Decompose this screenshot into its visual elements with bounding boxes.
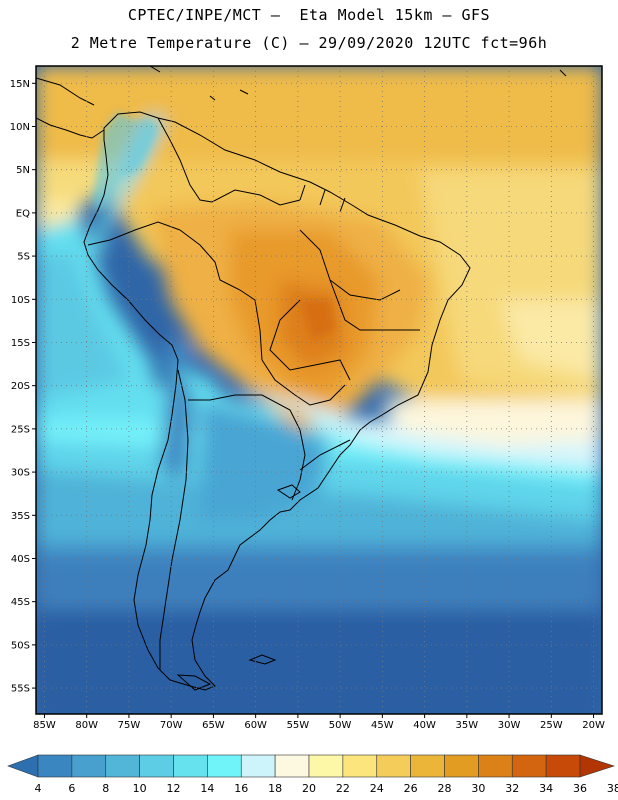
lon-tick-label: 80W — [75, 720, 98, 731]
colorbar-label: 8 — [102, 782, 110, 795]
lat-tick-label: 20S — [11, 381, 30, 392]
colorbar-label: 32 — [505, 782, 520, 795]
lon-tick-label: 60W — [244, 720, 267, 731]
colombia-venezuela-border — [157, 117, 213, 203]
south-america-coastline — [83, 111, 471, 691]
colorbar-swatch — [478, 754, 513, 778]
colorbar-swatch — [71, 754, 107, 778]
lat-tick-label: 45S — [11, 597, 30, 608]
coastline-borders — [36, 66, 567, 691]
colorbar-label: 34 — [539, 782, 554, 795]
colorbar-swatch — [173, 754, 208, 778]
colorbar-swatch — [274, 754, 310, 778]
colorbar-label: 18 — [268, 782, 283, 795]
colorbar-swatch — [207, 754, 242, 778]
graticule — [36, 66, 602, 714]
lon-tick-label: 85W — [33, 720, 56, 731]
colorbar-swatch — [308, 754, 344, 778]
venezuela-brazil-border — [211, 189, 301, 206]
bolivia-paraguay — [261, 359, 346, 406]
colorbar-label: 6 — [68, 782, 76, 795]
argentina-bolivia — [188, 394, 301, 431]
peru-ecuador-border — [87, 221, 181, 246]
colorbar-label: 38 — [606, 782, 618, 795]
lon-tick-label: 70W — [160, 720, 183, 731]
lon-tick-label: 50W — [329, 720, 352, 731]
lat-tick-label: 55S — [11, 684, 30, 695]
chile-argentina — [159, 369, 189, 670]
colorbar-label: 22 — [335, 782, 350, 795]
lon-tick-label: 40W — [413, 720, 436, 731]
colorbar-arrow-high — [579, 754, 615, 778]
argentina-uruguay — [291, 429, 306, 501]
caribbean-islands — [149, 66, 567, 101]
central-america-coast — [36, 117, 105, 139]
lon-tick-label: 65W — [202, 720, 225, 731]
rio-de-la-plata — [276, 484, 301, 499]
colorbar-label: 4 — [34, 782, 42, 795]
lat-tick-label: 5S — [17, 252, 30, 263]
colorbar-swatch — [410, 754, 445, 778]
colorbar-swatch — [105, 754, 140, 778]
lat-tick-label: 15S — [11, 338, 30, 349]
colorbar-label: 36 — [573, 782, 587, 795]
lat-tick-label: EQ — [16, 208, 30, 219]
colorbar-swatch — [444, 754, 479, 778]
colorbar-swatch — [37, 754, 73, 778]
lat-tick-label: 10N — [10, 122, 30, 133]
lat-tick-label: 5N — [16, 165, 30, 176]
uruguay-brazil — [299, 439, 351, 471]
latitude-axis: 15N 10N 5N EQ 5S 10S 15S 20S 25S 30S 35S 40S 45S 50S 5… — [10, 79, 36, 695]
colorbar-label: 26 — [403, 782, 418, 795]
lat-tick-label: 10S — [11, 295, 30, 306]
colorbar-swatch — [240, 754, 276, 778]
colorbar-label: 14 — [200, 782, 215, 795]
lat-tick-label: 35S — [11, 511, 30, 522]
lat-tick-label: 15N — [10, 79, 30, 90]
falklands — [248, 654, 277, 665]
tierra-del-fuego — [176, 674, 212, 691]
colorbar-label: 28 — [437, 782, 452, 795]
lon-tick-label: 30W — [498, 720, 521, 731]
map-title-line-2: 2 Metre Temperature (C) – 29/09/2020 12U… — [70, 34, 548, 52]
brazil-peru-bolivia — [179, 229, 263, 361]
brazil-states-3 — [269, 299, 351, 381]
colorbar-arrow-low — [7, 754, 39, 778]
colorbar-label: 12 — [166, 782, 181, 795]
colorbar-swatch — [545, 754, 581, 778]
brazil-states-1 — [299, 229, 401, 301]
colorbar-label: 16 — [234, 782, 249, 795]
lat-tick-label: 50S — [11, 640, 30, 651]
lon-tick-label: 35W — [456, 720, 479, 731]
temperature-field — [36, 66, 602, 714]
map-frame — [35, 65, 603, 715]
lon-tick-label: 20W — [582, 720, 605, 731]
colorbar-label: 10 — [132, 782, 147, 795]
lon-tick-label: 45W — [371, 720, 394, 731]
colorbar-swatch — [342, 754, 378, 778]
lon-tick-label: 75W — [118, 720, 141, 731]
colorbar-swatch — [139, 754, 174, 778]
lat-tick-label: 25S — [11, 424, 30, 435]
temperature-colorbar — [7, 754, 615, 778]
lon-tick-label: 25W — [540, 720, 563, 731]
colorbar-swatch — [511, 754, 547, 778]
colorbar-swatch — [376, 754, 411, 778]
colorbar-label: 24 — [369, 782, 384, 795]
colorbar-label: 20 — [302, 782, 316, 795]
colorbar-label: 30 — [471, 782, 486, 795]
guianas-borders — [299, 184, 346, 213]
lon-tick-label: 55W — [287, 720, 310, 731]
lat-tick-label: 30S — [11, 468, 30, 479]
map-title-line-1: CPTEC/INPE/MCT – Eta Model 15km – GFS — [127, 6, 491, 24]
longitude-axis: 85W 80W 75W 70W 65W 60W 55W 50W 45W 40W 35W 30W 25W 2… — [33, 714, 605, 731]
lat-tick-label: 40S — [11, 554, 30, 565]
